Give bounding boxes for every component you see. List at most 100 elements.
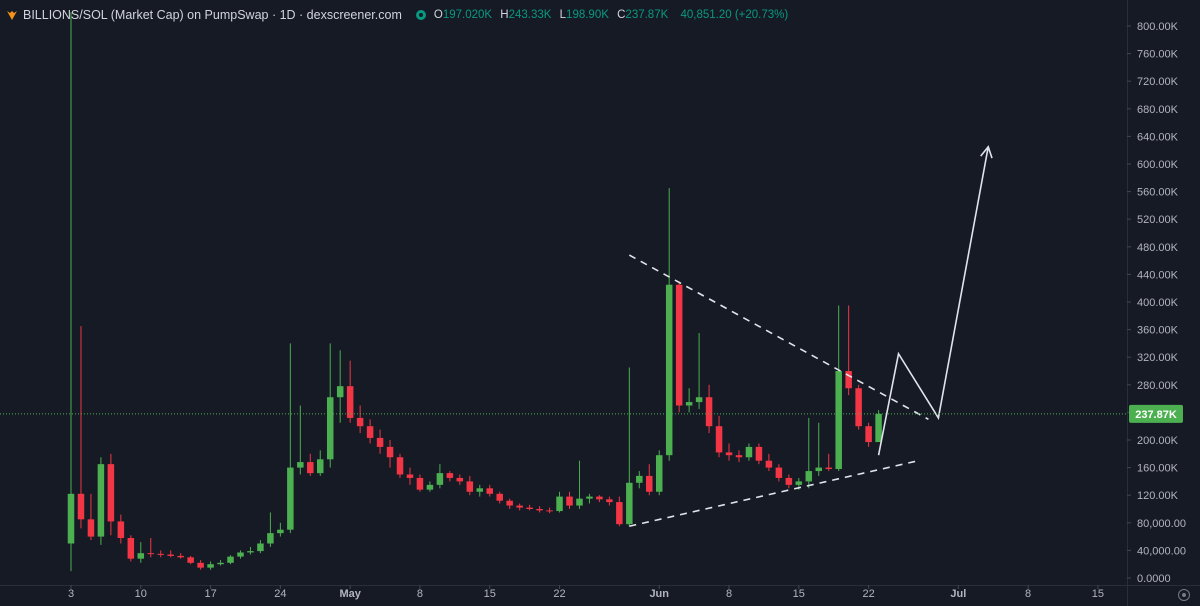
candle-down[interactable] bbox=[127, 535, 135, 562]
candle-up[interactable] bbox=[685, 388, 693, 413]
candle-down[interactable] bbox=[725, 443, 733, 461]
candle-down[interactable] bbox=[187, 555, 194, 565]
x-tick-label: 8 bbox=[417, 588, 423, 600]
candle-down[interactable] bbox=[785, 474, 793, 489]
candle-up[interactable] bbox=[695, 333, 703, 409]
candle-down[interactable] bbox=[386, 440, 394, 468]
candle-up[interactable] bbox=[277, 522, 284, 537]
candle-up[interactable] bbox=[317, 450, 324, 476]
candle-down[interactable] bbox=[376, 429, 384, 454]
candle-down[interactable] bbox=[486, 484, 493, 497]
candle-up[interactable] bbox=[805, 417, 813, 489]
candle-down[interactable] bbox=[566, 491, 573, 509]
candle-up[interactable] bbox=[227, 555, 234, 565]
candle-up[interactable] bbox=[426, 481, 434, 492]
candle-body bbox=[546, 510, 553, 512]
candle-up[interactable] bbox=[97, 457, 105, 545]
candle-down[interactable] bbox=[177, 553, 184, 559]
candle-down[interactable] bbox=[356, 405, 364, 434]
candle-down[interactable] bbox=[87, 493, 95, 541]
candle-up[interactable] bbox=[137, 542, 145, 563]
candle-up[interactable] bbox=[257, 540, 264, 554]
candle-up[interactable] bbox=[556, 491, 563, 513]
candle-up[interactable] bbox=[67, 12, 75, 572]
candle-up[interactable] bbox=[586, 493, 593, 504]
candle-up[interactable] bbox=[815, 422, 823, 476]
candle-up[interactable] bbox=[576, 460, 583, 509]
candle-down[interactable] bbox=[775, 464, 783, 482]
y-tick-label: 200.00K bbox=[1137, 435, 1179, 447]
close-label: C bbox=[617, 9, 626, 21]
candle-body bbox=[685, 402, 693, 406]
projection-path[interactable] bbox=[877, 146, 990, 456]
candle-down[interactable] bbox=[307, 453, 314, 476]
candle-up[interactable] bbox=[247, 546, 254, 555]
candle-down[interactable] bbox=[596, 495, 603, 503]
candle-body bbox=[127, 537, 135, 559]
candle-up[interactable] bbox=[655, 450, 663, 496]
y-tick-label: 160.00K bbox=[1137, 463, 1179, 475]
candle-body bbox=[616, 502, 623, 525]
candle-down[interactable] bbox=[715, 415, 723, 458]
candle-down[interactable] bbox=[705, 384, 713, 434]
candle-up[interactable] bbox=[436, 464, 444, 489]
candle-down[interactable] bbox=[346, 360, 354, 423]
candle-down[interactable] bbox=[516, 503, 523, 511]
candle-down[interactable] bbox=[526, 504, 533, 511]
candle-down[interactable] bbox=[406, 467, 414, 485]
candle-up[interactable] bbox=[875, 410, 882, 443]
candle-body bbox=[795, 481, 803, 485]
dashed-trendline[interactable] bbox=[629, 459, 919, 528]
candle-up[interactable] bbox=[626, 367, 633, 527]
candle-down[interactable] bbox=[865, 422, 872, 447]
candle-up[interactable] bbox=[835, 305, 842, 472]
candle-body bbox=[386, 446, 394, 458]
candle-down[interactable] bbox=[107, 453, 115, 536]
candle-down[interactable] bbox=[157, 550, 164, 558]
candle-up[interactable] bbox=[476, 484, 484, 497]
candle-down[interactable] bbox=[506, 498, 513, 509]
candle-up[interactable] bbox=[665, 188, 673, 461]
candle-down[interactable] bbox=[77, 326, 85, 529]
candle-up[interactable] bbox=[267, 512, 274, 547]
candle-down[interactable] bbox=[117, 514, 125, 544]
candle-up[interactable] bbox=[237, 550, 244, 559]
candle-down[interactable] bbox=[616, 496, 623, 527]
candle-down[interactable] bbox=[606, 496, 613, 506]
candle-down[interactable] bbox=[147, 537, 155, 558]
candle-up[interactable] bbox=[287, 343, 294, 534]
candle-down[interactable] bbox=[765, 453, 773, 472]
candle-body bbox=[526, 507, 533, 509]
candle-body bbox=[426, 484, 434, 490]
candle-down[interactable] bbox=[396, 453, 404, 478]
candle-down[interactable] bbox=[536, 506, 543, 513]
candle-up[interactable] bbox=[207, 561, 214, 570]
candle-down[interactable] bbox=[755, 443, 763, 465]
candle-down[interactable] bbox=[416, 474, 424, 492]
candle-down[interactable] bbox=[845, 305, 852, 396]
candle-down[interactable] bbox=[167, 550, 174, 558]
candle-up[interactable] bbox=[297, 405, 304, 475]
candle-down[interactable] bbox=[546, 507, 553, 514]
candle-down[interactable] bbox=[825, 453, 832, 472]
candle-body bbox=[137, 553, 145, 559]
candle-down[interactable] bbox=[496, 491, 503, 504]
dashed-trendline[interactable] bbox=[628, 254, 929, 421]
candle-up[interactable] bbox=[217, 560, 224, 566]
candle-down[interactable] bbox=[855, 384, 862, 430]
candle-down[interactable] bbox=[456, 474, 464, 485]
candle-down[interactable] bbox=[466, 475, 474, 496]
candle-up[interactable] bbox=[336, 350, 344, 423]
candle-up[interactable] bbox=[636, 471, 643, 489]
candle-down[interactable] bbox=[197, 560, 204, 570]
candle-down[interactable] bbox=[366, 419, 374, 444]
candle-down[interactable] bbox=[735, 450, 743, 463]
candle-down[interactable] bbox=[646, 464, 653, 496]
candle-down[interactable] bbox=[675, 281, 683, 413]
candle-up[interactable] bbox=[745, 443, 753, 461]
candle-up[interactable] bbox=[326, 343, 334, 468]
candle-down[interactable] bbox=[446, 471, 454, 482]
settings-gear-icon[interactable] bbox=[1178, 589, 1190, 601]
